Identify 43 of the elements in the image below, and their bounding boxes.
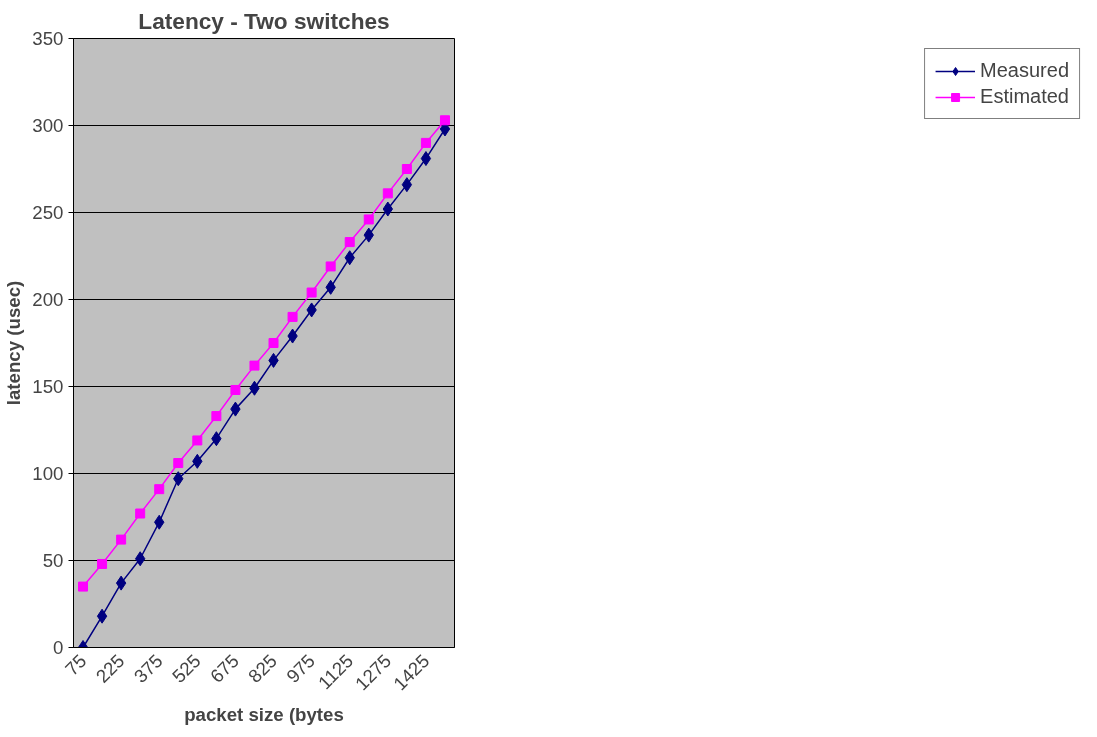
point xyxy=(439,115,450,126)
point xyxy=(154,484,165,495)
x-tick-label: 525 xyxy=(167,650,205,687)
point xyxy=(344,237,355,248)
chart-title: Latency - Two switches xyxy=(138,7,390,34)
y-tick-label: 0 xyxy=(53,637,64,658)
x-tick-label: 225 xyxy=(91,650,129,687)
point xyxy=(192,435,203,446)
y-tick-label: 150 xyxy=(32,376,64,397)
point xyxy=(211,411,222,422)
point xyxy=(401,164,412,174)
x-tick-label: 975 xyxy=(282,650,320,687)
point xyxy=(420,151,432,167)
point xyxy=(287,311,298,322)
y-tick-label: 250 xyxy=(32,202,64,223)
point xyxy=(306,287,317,298)
legend-label: Estimated xyxy=(980,85,1069,108)
legend-label: Measured xyxy=(980,59,1069,82)
x-tick-label: 375 xyxy=(129,650,167,687)
point xyxy=(230,384,241,395)
point xyxy=(249,360,260,371)
point xyxy=(363,214,374,225)
x-tick-label: 825 xyxy=(244,650,281,687)
x-axis-title: packet size (bytes xyxy=(184,704,344,726)
y-axis-title: latency (usec) xyxy=(3,280,25,406)
x-tick-label: 675 xyxy=(205,650,243,687)
point xyxy=(268,338,279,348)
point xyxy=(78,581,89,592)
point xyxy=(173,458,184,469)
point xyxy=(325,261,336,272)
point xyxy=(115,575,127,591)
point xyxy=(382,188,393,199)
y-tick-label: 200 xyxy=(32,289,64,310)
point xyxy=(401,177,413,193)
y-tick-label: 50 xyxy=(42,550,64,571)
y-tick-label: 300 xyxy=(32,115,64,136)
point xyxy=(116,534,127,545)
point xyxy=(96,608,108,624)
point xyxy=(420,137,431,148)
y-tick-label: 100 xyxy=(32,463,64,484)
y-tick-label: 350 xyxy=(32,28,64,49)
point xyxy=(97,558,108,569)
point xyxy=(135,508,146,519)
